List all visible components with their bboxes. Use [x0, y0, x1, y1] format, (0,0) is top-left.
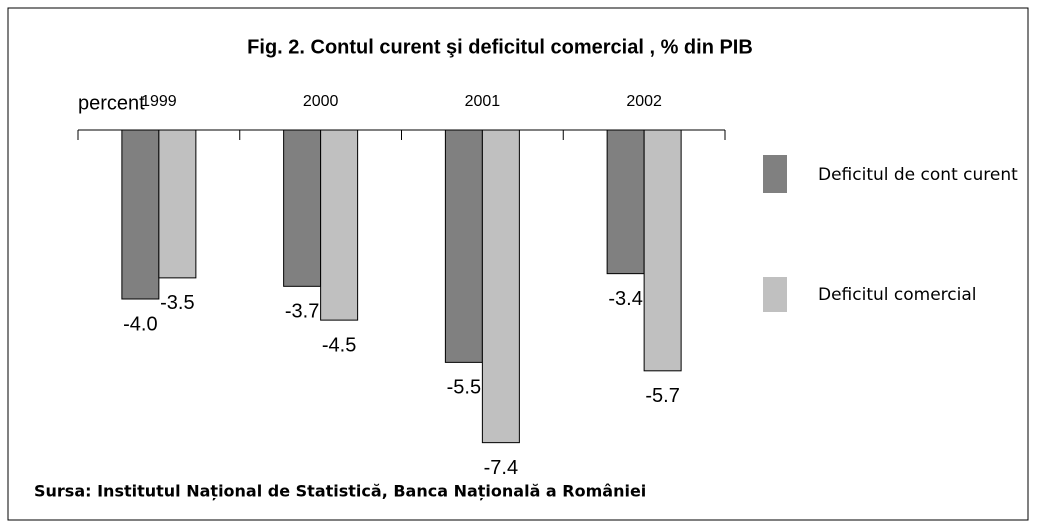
chart-title: Fig. 2. Contul curent şi deficitul comer… — [247, 36, 753, 58]
bar — [643, 129, 682, 372]
legend-swatch — [763, 277, 787, 312]
bar — [121, 129, 160, 300]
x-tick-label: 2000 — [303, 93, 339, 110]
legend-label: Deficitul de cont curent — [818, 165, 1018, 185]
bar — [283, 129, 322, 287]
source-note: Sursa: Institutul Național de Statistică… — [34, 482, 646, 501]
data-label: -5.5 — [447, 377, 481, 399]
bar — [606, 129, 645, 275]
data-label: -3.7 — [285, 301, 319, 323]
data-label: -5.7 — [645, 385, 679, 407]
bar — [481, 129, 520, 444]
bar — [444, 129, 483, 363]
y-axis-label: percent — [78, 92, 145, 114]
x-tick-label: 2001 — [465, 93, 501, 110]
legend-label: Deficitul comercial — [818, 285, 977, 305]
data-label: -7.4 — [484, 457, 518, 479]
x-tick-label: 1999 — [141, 93, 177, 110]
legend-swatch — [763, 155, 787, 193]
bar — [320, 129, 359, 321]
data-label: -3.4 — [608, 288, 642, 310]
bar — [158, 129, 197, 279]
data-label: -4.5 — [322, 334, 356, 356]
x-tick-label: 2002 — [626, 93, 662, 110]
data-label: -3.5 — [160, 292, 194, 314]
data-label: -4.0 — [123, 313, 157, 335]
